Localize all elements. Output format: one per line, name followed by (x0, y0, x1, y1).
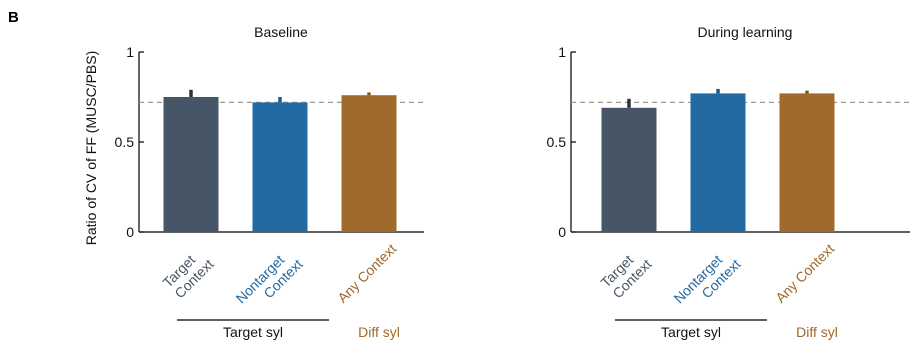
chart-learning: During learning 0 0.5 1 TargetContext Nontarg… (547, 24, 910, 340)
bar (163, 97, 219, 232)
bar (690, 93, 746, 233)
category-label-line: Any Context (334, 240, 399, 305)
category-label-line: Any Context (772, 240, 837, 305)
category-label: TargetContext (597, 244, 654, 301)
bar (601, 107, 657, 232)
chart-title: Baseline (254, 24, 308, 40)
chart-baseline: Baseline 0 0.5 1 TargetContext NontargetConte… (115, 24, 424, 340)
group-label-diff-syl: Diff syl (358, 324, 400, 340)
y-tick-label: 1 (558, 44, 566, 60)
y-tick-label: 0.5 (547, 134, 567, 150)
y-tick-label: 0.5 (115, 134, 135, 150)
y-axis-label: Ratio of CV of FF (MUSC/PBS) (83, 51, 99, 245)
y-tick-label: 0 (126, 224, 134, 240)
group-label-target-syl: Target syl (661, 324, 721, 340)
category-label: Any Context (334, 240, 399, 305)
category-label: NontargetContext (233, 244, 306, 317)
y-tick-label: 0 (558, 224, 566, 240)
category-label: TargetContext (159, 244, 216, 301)
bar (341, 95, 397, 232)
bar (779, 93, 835, 233)
group-label-target-syl: Target syl (223, 324, 283, 340)
bar (252, 102, 308, 233)
y-tick-label: 1 (126, 44, 134, 60)
category-label: Any Context (772, 240, 837, 305)
category-label: NontargetContext (671, 244, 744, 317)
panel-label: B (8, 9, 19, 26)
chart-title: During learning (698, 24, 793, 40)
group-label-diff-syl: Diff syl (796, 324, 838, 340)
